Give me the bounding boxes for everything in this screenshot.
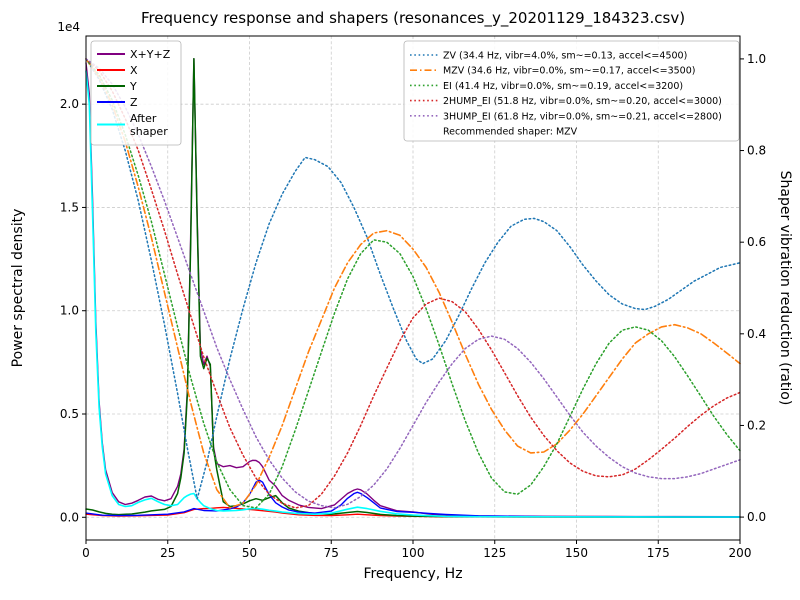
curve-shaper-mzv (85, 58, 741, 509)
curve-psd-y (85, 57, 741, 518)
y-axis-offset-label: 1e4 (57, 20, 80, 34)
legend-label-after-shaper: shaper (130, 125, 168, 138)
legend-label-y: Y (129, 80, 137, 93)
legend-label-x: X (130, 64, 138, 77)
legend-recommendation: Recommended shaper: MZV (443, 127, 578, 138)
y-tick-label-left: 0.0 (60, 510, 79, 524)
legend-label-zv: ZV (34.4 Hz, vibr=4.0%, sm~=0.13, accel<… (443, 51, 687, 62)
legend-shapers: ZV (34.4 Hz, vibr=4.0%, sm~=0.13, accel<… (403, 40, 740, 142)
x-tick-label: 200 (729, 546, 752, 560)
legend-label-z: Z (130, 96, 138, 109)
y-tick-label-left: 1.5 (60, 200, 79, 214)
curve-psd-x-y-z (85, 58, 741, 518)
y-tick-label-left: 2.0 (60, 97, 79, 111)
y-axis-label-left: Power spectral density (10, 209, 26, 368)
x-tick-label: 150 (565, 546, 588, 560)
x-tick-label: 25 (160, 546, 175, 560)
y-tick-label-right: 0.4 (747, 327, 766, 341)
legend-label-x-y-z: X+Y+Z (130, 48, 171, 61)
legend-label-after-shaper: After (130, 112, 157, 125)
legend-psd-box (90, 40, 182, 146)
legend-label-ei: EI (41.4 Hz, vibr=0.0%, sm~=0.19, accel<… (443, 81, 683, 92)
x-axis-label: Frequency, Hz (363, 566, 462, 582)
y-tick-label-right: 1.0 (747, 52, 766, 66)
y-tick-label-right: 0.0 (747, 510, 766, 524)
x-tick-label: 50 (242, 546, 257, 560)
legend-label-mzv: MZV (34.6 Hz, vibr=0.0%, sm~=0.17, accel… (443, 66, 695, 77)
shaper-curves (85, 58, 741, 509)
axis-ticks: 0 25 50 75 100 125 150 175 200 0.0 0.5 1.0 1.5 2.0 0.0… (60, 52, 766, 560)
x-tick-label: 125 (483, 546, 506, 560)
x-tick-label: 175 (647, 546, 670, 560)
y-tick-label-left: 0.5 (60, 407, 79, 421)
curve-shaper-3hump-ei (85, 58, 741, 509)
legend-shapers-box (403, 40, 740, 142)
y-tick-label-right: 0.8 (747, 144, 766, 158)
y-tick-label-right: 0.6 (747, 235, 766, 249)
legend-label-3hump-ei: 3HUMP_EI (61.8 Hz, vibr=0.0%, sm~=0.21, … (443, 111, 722, 122)
curve-psd-after-shaper (85, 70, 741, 518)
curve-shaper-zv (85, 58, 741, 500)
x-tick-label: 75 (324, 546, 339, 560)
y-tick-label-left: 1.0 (60, 304, 79, 318)
x-tick-label: 100 (402, 546, 425, 560)
y-axis-label-right: Shaper vibration reduction (ratio) (777, 171, 793, 406)
y-tick-label-right: 0.2 (747, 418, 766, 432)
curve-psd-z (85, 479, 741, 518)
x-tick-label: 0 (82, 546, 90, 560)
psd-curves (85, 57, 741, 518)
curve-shaper-ei (85, 58, 741, 509)
legend-label-2hump-ei: 2HUMP_EI (51.8 Hz, vibr=0.0%, sm~=0.20, … (443, 96, 722, 107)
chart-title: Frequency response and shapers (resonanc… (141, 9, 685, 28)
